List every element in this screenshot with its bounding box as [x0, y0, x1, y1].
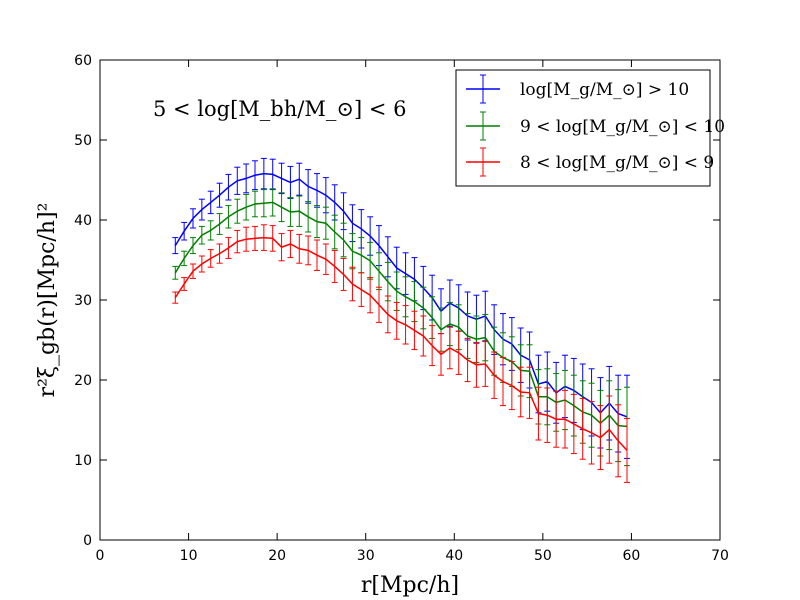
legend-label: 9 < log[M_g/M_⊙] < 10 [520, 117, 725, 137]
x-tick-label: 30 [357, 548, 375, 564]
legend: log[M_g/M_⊙] > 10 9 < log[M_g/M_⊙] < 10 8 … [455, 69, 725, 187]
series-line [174, 172, 628, 418]
y-tick-label: 40 [74, 213, 92, 229]
series-3 [172, 224, 630, 483]
series-layer [172, 157, 630, 483]
series-line [174, 236, 628, 451]
y-tick-label: 10 [74, 453, 92, 469]
legend-label: 8 < log[M_g/M_⊙] < 9 [520, 153, 714, 173]
x-tick-label: 60 [623, 548, 641, 564]
x-tick-label: 40 [445, 548, 463, 564]
y-tick-label: 0 [83, 533, 92, 549]
y-axis-title: r²ξ_gb(r)[Mpc/h]² [35, 203, 60, 398]
x-axis-title: r[Mpc/h] [361, 573, 459, 598]
ticks-layer: 0 10 20 30 40 50 60 70 0 10 20 30 40 50 60 [74, 53, 729, 564]
y-tick-label: 20 [74, 373, 92, 389]
x-tick-label: 50 [534, 548, 552, 564]
legend-entry-1: log[M_g/M_⊙] > 10 [466, 74, 689, 104]
legend-label: log[M_g/M_⊙] > 10 [520, 80, 689, 100]
legend-entry-3: 8 < log[M_g/M_⊙] < 9 [466, 147, 714, 177]
legend-entry-2: 9 < log[M_g/M_⊙] < 10 [466, 111, 725, 141]
x-tick-label: 20 [268, 548, 286, 564]
y-tick-label: 30 [74, 293, 92, 309]
y-tick-label: 50 [74, 133, 92, 149]
legend-entries: log[M_g/M_⊙] > 10 9 < log[M_g/M_⊙] < 10 8 … [466, 74, 725, 177]
x-tick-label: 70 [711, 548, 729, 564]
y-tick-label: 60 [74, 53, 92, 69]
x-tick-label: 10 [180, 548, 198, 564]
bh-mass-annotation: 5 < log[M_bh/M_⊙] < 6 [153, 97, 406, 121]
x-tick-label: 0 [96, 548, 105, 564]
series-line [174, 201, 628, 428]
